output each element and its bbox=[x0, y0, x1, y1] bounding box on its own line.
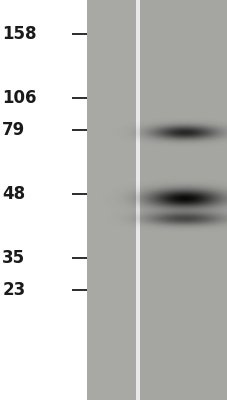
Text: 23: 23 bbox=[2, 281, 25, 299]
Text: 35: 35 bbox=[2, 249, 25, 267]
Bar bbox=[140, 0, 227, 400]
Bar bbox=[0, 0, 86, 400]
Text: 158: 158 bbox=[2, 25, 37, 43]
Text: 48: 48 bbox=[2, 185, 25, 203]
Text: 79: 79 bbox=[2, 121, 25, 139]
Text: 106: 106 bbox=[2, 89, 37, 107]
Bar bbox=[86, 0, 135, 400]
Bar bbox=[135, 0, 140, 400]
